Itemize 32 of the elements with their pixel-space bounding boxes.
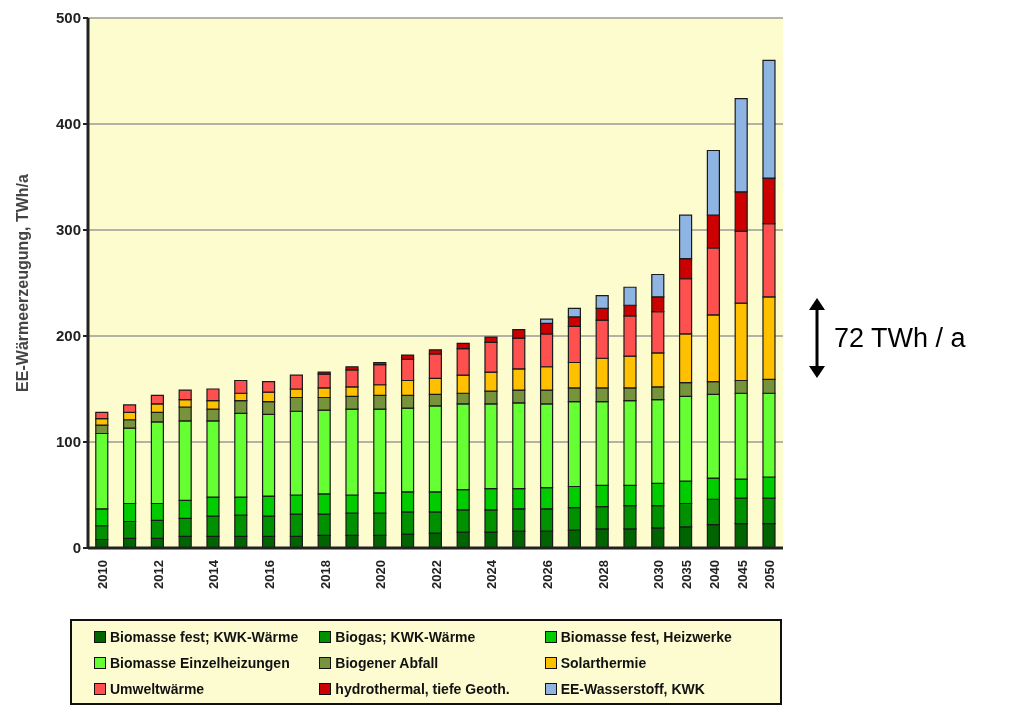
legend-label: hydrothermal, tiefe Geoth. xyxy=(335,681,510,697)
x-tick-label: 2035 xyxy=(678,560,694,589)
x-tick-label: 2018 xyxy=(317,560,333,589)
legend-label: Umweltwärme xyxy=(110,681,205,697)
y-tick-label: 500 xyxy=(55,9,81,27)
y-tick-label: 100 xyxy=(55,433,81,451)
x-tick-label: 2020 xyxy=(373,560,389,589)
x-tick-label: 2030 xyxy=(651,560,667,589)
x-tick-label: 2014 xyxy=(206,559,222,589)
legend-label: Biomasse fest, Heizwerke xyxy=(560,629,732,645)
legend-label: EE-Wasserstoff, KWK xyxy=(560,681,705,697)
x-tick-label: 2012 xyxy=(150,560,166,589)
y-tick-label: 400 xyxy=(55,115,81,133)
x-tick-label: 2050 xyxy=(762,560,778,589)
text: 72 TWh / a xyxy=(834,322,966,354)
y-tick-label: 200 xyxy=(55,327,81,345)
legend-label: Biomasse fest; KWK-Wärme xyxy=(110,629,299,645)
x-tick-label: 2026 xyxy=(539,560,555,589)
x-tick-label: 2045 xyxy=(734,560,750,589)
legend-label: Biogas; KWK-Wärme xyxy=(335,629,476,645)
legend-label: Biogener Abfall xyxy=(335,655,439,671)
x-tick-label: 2022 xyxy=(428,560,444,589)
x-tick-label: 2024 xyxy=(484,559,500,589)
x-tick-label: 2040 xyxy=(706,560,722,589)
y-axis-title: EE-Wärmeerzeugung, TWh/a xyxy=(13,174,31,392)
x-tick-label: 2016 xyxy=(261,560,277,589)
y-tick-label: 0 xyxy=(72,539,81,557)
x-tick-label: 2010 xyxy=(95,560,111,589)
x-tick-label: 2028 xyxy=(595,560,611,589)
legend-label: Solarthermie xyxy=(560,655,647,671)
y-tick-label: 300 xyxy=(55,221,81,239)
legend-label: Biomasse Einzelheizungen xyxy=(110,655,290,671)
